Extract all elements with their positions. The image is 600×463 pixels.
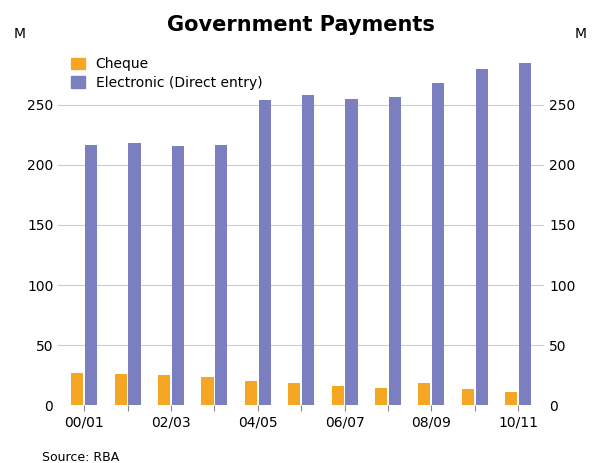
Legend: Cheque, Electronic (Direct entry): Cheque, Electronic (Direct entry) xyxy=(65,52,268,95)
Bar xyxy=(432,83,445,405)
Bar xyxy=(461,389,474,405)
Bar xyxy=(375,388,387,405)
Bar xyxy=(202,377,214,405)
Text: M: M xyxy=(575,27,587,41)
Bar xyxy=(389,96,401,405)
Text: M: M xyxy=(13,27,25,41)
Bar xyxy=(418,383,430,405)
Bar xyxy=(302,95,314,405)
Bar xyxy=(505,392,517,405)
Bar xyxy=(245,381,257,405)
Bar xyxy=(476,69,488,405)
Bar xyxy=(128,144,140,405)
Bar xyxy=(172,146,184,405)
Bar xyxy=(215,144,227,405)
Bar xyxy=(85,144,97,405)
Title: Government Payments: Government Payments xyxy=(167,15,435,35)
Bar xyxy=(346,99,358,405)
Bar xyxy=(288,383,300,405)
Bar xyxy=(71,373,83,405)
Bar xyxy=(332,386,344,405)
Bar xyxy=(519,63,531,405)
Bar xyxy=(259,100,271,405)
Bar xyxy=(158,375,170,405)
Bar xyxy=(115,374,127,405)
Text: Source: RBA: Source: RBA xyxy=(42,450,119,463)
